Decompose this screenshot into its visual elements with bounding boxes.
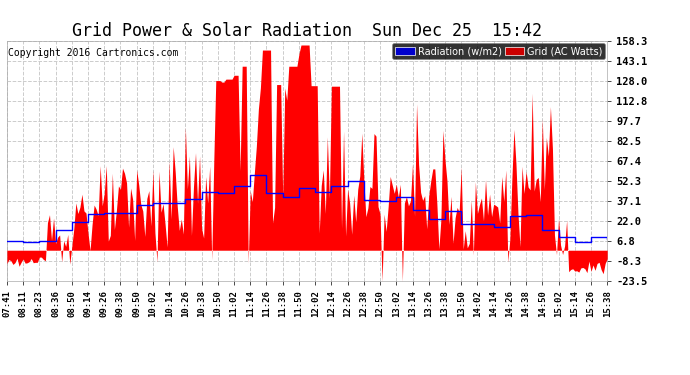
Text: Copyright 2016 Cartronics.com: Copyright 2016 Cartronics.com xyxy=(8,48,179,58)
Legend: Radiation (w/m2), Grid (AC Watts): Radiation (w/m2), Grid (AC Watts) xyxy=(393,43,605,59)
Title: Grid Power & Solar Radiation  Sun Dec 25  15:42: Grid Power & Solar Radiation Sun Dec 25 … xyxy=(72,22,542,40)
